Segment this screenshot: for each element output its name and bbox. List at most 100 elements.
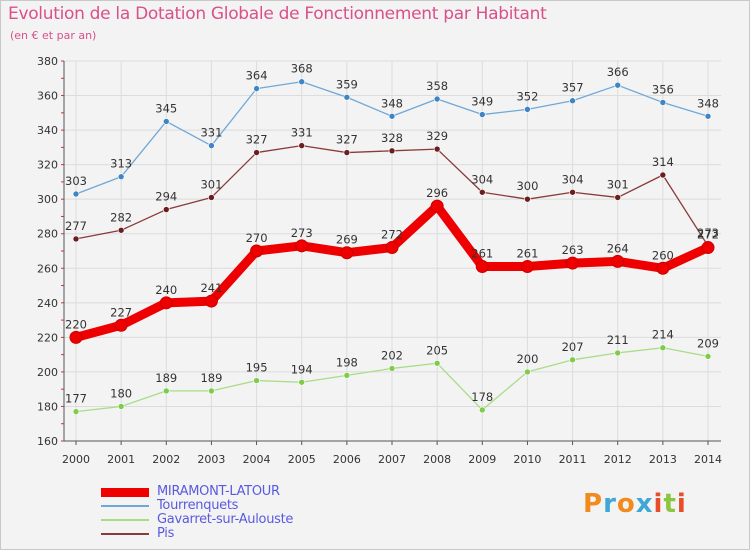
- data-label: 331: [291, 126, 313, 140]
- y-tick-label: 160: [37, 435, 58, 448]
- data-label: 214: [652, 328, 674, 342]
- legend-swatch: [101, 505, 149, 507]
- data-label: 300: [516, 179, 538, 193]
- data-point: [298, 378, 306, 386]
- data-point: [433, 95, 441, 103]
- data-label: 220: [65, 317, 87, 331]
- legend-item: Tourrenquets: [101, 499, 293, 513]
- label-layer: 277 282 294 301 327 331 327 328 329 304 300 304 301 3…: [65, 62, 719, 406]
- data-point: [343, 372, 351, 379]
- data-label: 264: [607, 241, 629, 255]
- data-point: [611, 254, 625, 268]
- data-label: 211: [607, 333, 629, 347]
- data-label: 189: [155, 371, 177, 385]
- data-label: 198: [336, 355, 358, 369]
- data-label: 272: [381, 228, 403, 242]
- data-label: 304: [562, 172, 584, 186]
- data-label: 294: [155, 190, 177, 204]
- x-tick-label: 2009: [468, 453, 496, 466]
- y-tick-label: 340: [37, 124, 58, 137]
- x-tick-label: 2006: [333, 453, 361, 466]
- data-point: [162, 387, 170, 395]
- data-label: 348: [381, 96, 403, 110]
- data-label: 359: [336, 77, 358, 91]
- chart-title: Evolution de la Dotation Globale de Fonc…: [8, 4, 547, 24]
- data-label: 273: [697, 226, 719, 240]
- data-label: 352: [516, 89, 538, 103]
- data-point: [520, 260, 534, 274]
- data-point: [72, 408, 80, 415]
- data-label: 227: [110, 305, 132, 319]
- logo-letter: i: [676, 489, 687, 519]
- proxiti-logo: Proxiti: [583, 489, 687, 519]
- data-point: [478, 188, 486, 196]
- logo-letter: P: [583, 489, 604, 519]
- legend-label: Gavarret-sur-Aulouste: [157, 512, 294, 527]
- data-label: 327: [246, 133, 268, 147]
- logo-letter: o: [616, 489, 636, 519]
- data-point: [253, 85, 260, 92]
- data-point: [478, 111, 486, 118]
- data-label: 207: [562, 340, 584, 354]
- legend: MIRAMONT-LATOUR Tourrenquets Gavarret-sur-…: [101, 485, 293, 541]
- legend-item: MIRAMONT-LATOUR: [101, 485, 293, 499]
- x-tick-label: 2001: [107, 453, 135, 466]
- y-tick-label: 320: [37, 159, 58, 172]
- x-tick-label: 2008: [423, 453, 451, 466]
- data-label: 261: [471, 247, 493, 261]
- data-label: 313: [110, 157, 132, 171]
- data-point: [117, 226, 125, 234]
- data-label: 349: [471, 95, 493, 109]
- x-tick-label: 2003: [197, 453, 225, 466]
- legend-swatch: [101, 533, 149, 535]
- x-tick-label: 2005: [288, 453, 316, 466]
- data-point: [701, 241, 715, 255]
- data-label: 205: [426, 343, 448, 357]
- data-label: 303: [65, 174, 87, 188]
- data-point: [72, 235, 80, 243]
- logo-letter: r: [603, 489, 617, 519]
- data-point: [388, 365, 396, 372]
- y-tick-label: 180: [37, 400, 58, 413]
- x-tick-label: 2011: [559, 453, 587, 466]
- data-point: [524, 106, 531, 113]
- data-point: [208, 387, 215, 395]
- data-point: [117, 403, 125, 410]
- data-label: 331: [200, 126, 222, 140]
- data-point: [430, 199, 444, 213]
- legend-item: Pis: [101, 527, 293, 541]
- data-label: 366: [607, 65, 629, 79]
- data-point: [208, 194, 215, 201]
- y-tick-label: 380: [37, 55, 58, 68]
- data-point: [704, 112, 712, 120]
- data-point: [659, 171, 667, 179]
- data-label: 209: [697, 336, 719, 350]
- data-point: [162, 118, 170, 125]
- data-point: [253, 377, 260, 384]
- series-layer: [69, 78, 715, 415]
- data-label: 329: [426, 129, 448, 143]
- legend-label: Pis: [157, 526, 175, 541]
- data-label: 328: [381, 131, 403, 145]
- x-tick-label: 2004: [243, 453, 271, 466]
- data-point: [614, 81, 622, 89]
- data-point: [343, 93, 351, 101]
- y-tick-label: 300: [37, 193, 58, 206]
- y-tick-label: 220: [37, 331, 58, 344]
- data-point: [295, 239, 309, 253]
- logo-letter: t: [663, 489, 677, 519]
- data-point: [208, 142, 215, 149]
- data-point: [659, 344, 667, 352]
- data-point: [704, 353, 712, 360]
- data-label: 301: [200, 177, 222, 191]
- data-label: 272: [697, 228, 719, 242]
- data-point: [72, 190, 80, 198]
- data-label: 282: [110, 210, 132, 224]
- data-point: [569, 356, 576, 364]
- y-tick-label: 200: [37, 366, 58, 379]
- line-chart: 160 180 200 220 240 260 280 300 320 340 360 380 2000…: [37, 55, 722, 466]
- data-label: 194: [291, 362, 313, 376]
- data-label: 348: [697, 96, 719, 110]
- data-label: 296: [426, 186, 448, 200]
